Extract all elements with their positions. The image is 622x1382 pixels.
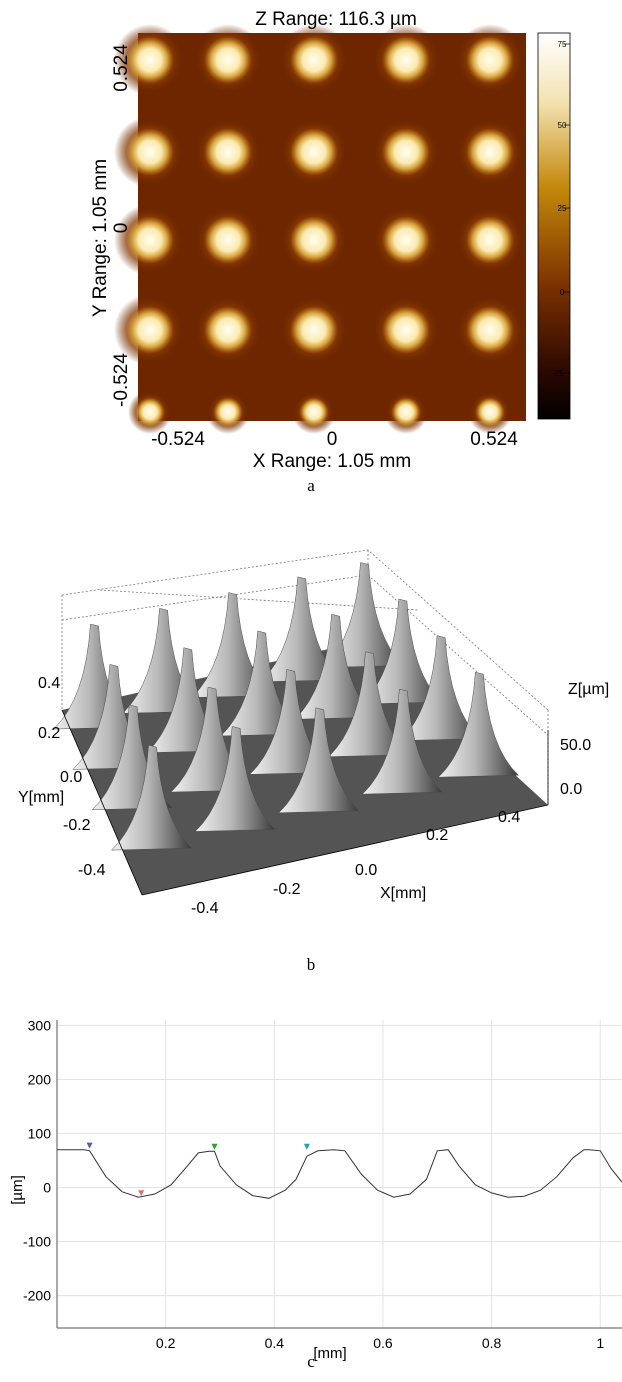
panel-b-label: b xyxy=(306,955,316,974)
x-tick-label: -0.524 xyxy=(151,429,205,450)
x-tick-label: -0.2 xyxy=(273,881,301,898)
surface-bump xyxy=(454,204,526,276)
x-tick-labels: 0.2 0.4 0.6 0.8 1 xyxy=(156,1335,604,1351)
surface-bump xyxy=(370,24,442,96)
surface-x-axis-label: X[mm] xyxy=(380,885,426,902)
x-tick-label: -0.4 xyxy=(191,900,219,917)
bump-grid xyxy=(114,24,526,434)
x-tick-label: 0.8 xyxy=(482,1335,502,1351)
surface-bump xyxy=(454,116,526,188)
surface-bump xyxy=(454,294,526,366)
profile-marker xyxy=(211,1143,218,1150)
surface-bump xyxy=(370,294,442,366)
surface-z-ticks: 50.0 0.0 xyxy=(560,737,591,798)
chart-y-label: [µm] xyxy=(9,1175,26,1204)
y-tick-label: -0.4 xyxy=(78,862,106,879)
chart-grid xyxy=(57,1020,622,1328)
y-tick-label: 0.4 xyxy=(38,675,60,692)
z-tick-label: 0.0 xyxy=(560,781,582,798)
surface-bump xyxy=(292,390,336,434)
surface-z-axis-label: Z[µm] xyxy=(568,681,609,698)
colorbar-tick-label: 75 xyxy=(558,40,567,49)
x-tick-label: 1 xyxy=(596,1335,604,1351)
surface-peak xyxy=(110,744,193,851)
surface-bump xyxy=(384,390,428,434)
x-tick-label: 0.4 xyxy=(498,809,520,826)
surface-bump xyxy=(128,390,172,434)
surface-bump xyxy=(468,390,512,434)
surface-peak xyxy=(278,707,360,814)
x-tick-label: 0.4 xyxy=(265,1335,285,1351)
surface-bump xyxy=(114,294,186,366)
colorbar: 75 50 25 0 -25 xyxy=(537,32,571,420)
y-tick-label: -200 xyxy=(23,1288,51,1304)
surface-peak xyxy=(437,671,520,778)
profile-marker xyxy=(138,1190,145,1197)
height-map-title: Z Range: 116.3 µm xyxy=(255,9,417,30)
y-tick-label: -0.524 xyxy=(111,353,132,407)
x-tick-label: 0.524 xyxy=(470,429,518,450)
surface-bump xyxy=(192,116,264,188)
y-tick-label: 300 xyxy=(28,1017,52,1033)
surface-bump xyxy=(114,116,186,188)
height-map-x-ticks: -0.524 0 0.524 xyxy=(151,429,518,450)
surface-bump xyxy=(192,204,264,276)
y-tick-label: 0 xyxy=(111,223,132,234)
surface-peaks xyxy=(52,562,520,851)
panel-a-label: a xyxy=(307,476,315,495)
profile-markers xyxy=(86,1142,310,1197)
surface-bump xyxy=(278,294,350,366)
surface-bump xyxy=(278,204,350,276)
surface-bump xyxy=(278,24,350,96)
surface-bump xyxy=(114,204,186,276)
x-tick-label: 0.2 xyxy=(156,1335,176,1351)
surface-peak xyxy=(361,598,443,705)
surface-bump xyxy=(278,116,350,188)
colorbar-tick-label: 50 xyxy=(558,121,567,130)
y-tick-labels: 300 200 100 0 -100 -200 xyxy=(23,1017,51,1303)
chart-axes xyxy=(56,1020,622,1329)
surface-bump xyxy=(206,390,250,434)
colorbar-tick-label: 25 xyxy=(558,204,567,213)
surface-peak xyxy=(194,726,276,832)
profile-chart: 300 200 100 0 -100 -200 0.2 0.4 0.6 0.8 1 [mm] [µ… xyxy=(9,1017,622,1362)
y-tick-label: 0.2 xyxy=(38,725,60,742)
y-tick-label: -0.2 xyxy=(63,817,91,834)
y-tick-label: 200 xyxy=(28,1071,52,1087)
profile-line xyxy=(57,1149,622,1199)
chart-x-label: [mm] xyxy=(313,1345,346,1362)
x-tick-label: 0 xyxy=(327,429,338,450)
height-map-y-label: Y Range: 1.05 mm xyxy=(90,159,111,317)
surface-peak xyxy=(361,688,444,795)
colorbar-tick-label: 0 xyxy=(560,288,565,297)
colorbar-tick-label: -25 xyxy=(552,369,564,378)
x-tick-label: 0.2 xyxy=(426,827,448,844)
surface-y-axis-label: Y[mm] xyxy=(18,789,64,806)
y-tick-label: 0.0 xyxy=(60,769,82,786)
surface-bump xyxy=(454,24,526,96)
y-tick-label: 0 xyxy=(43,1180,51,1196)
surface-x-ticks: -0.4 -0.2 0.0 0.2 0.4 xyxy=(191,809,520,917)
surface-bump xyxy=(192,294,264,366)
z-tick-label: 50.0 xyxy=(560,737,591,754)
y-tick-label: -100 xyxy=(23,1234,51,1250)
height-map-y-ticks: 0.524 0 -0.524 xyxy=(111,44,132,407)
x-tick-label: 0.6 xyxy=(373,1335,393,1351)
profile-marker xyxy=(303,1143,310,1150)
panel-c-label: c xyxy=(307,1352,315,1371)
surface-3d-panel: 0.4 0.2 0.0 -0.2 -0.4 Y[mm] -0.4 -0.2 0.… xyxy=(18,549,609,917)
surface-y-ticks: 0.4 0.2 0.0 -0.2 -0.4 xyxy=(38,675,106,879)
surface-bump xyxy=(370,204,442,276)
x-tick-label: 0.0 xyxy=(355,862,377,879)
surface-bump xyxy=(114,24,186,96)
y-tick-label: 0.524 xyxy=(111,44,132,92)
profile-marker xyxy=(86,1142,93,1149)
y-tick-label: 100 xyxy=(28,1125,52,1141)
surface-bump xyxy=(370,116,442,188)
surface-peak xyxy=(399,635,481,741)
surface-bump xyxy=(192,24,264,96)
height-map-panel: Z Range: 116.3 µm -0.524 0 0.524 X Range… xyxy=(90,9,571,472)
height-map-x-label: X Range: 1.05 mm xyxy=(253,451,411,472)
